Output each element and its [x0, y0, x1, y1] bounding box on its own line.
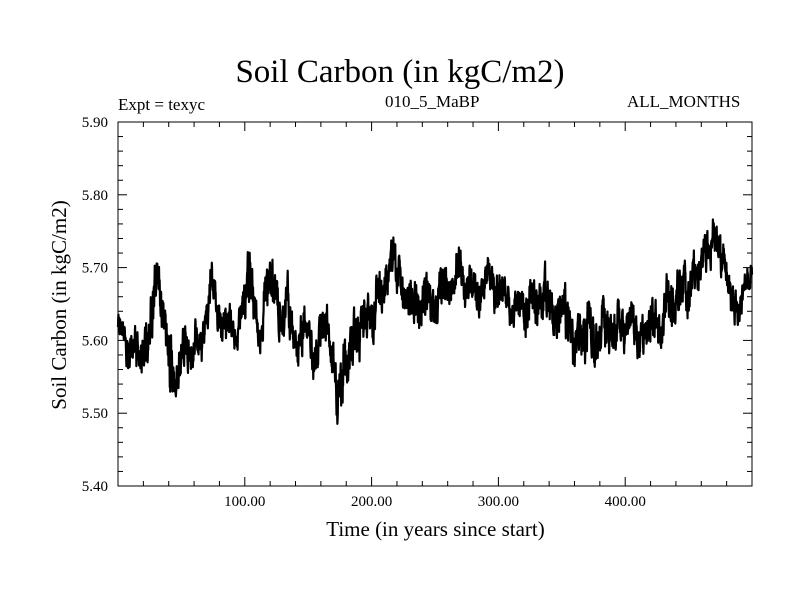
x-axis-label: Time (in years since start): [326, 517, 545, 541]
y-tick-label: 5.70: [82, 261, 108, 277]
y-tick-label: 5.50: [82, 406, 108, 422]
y-axis-label: Soil Carbon (in kgC/m2): [47, 200, 71, 410]
data-series-line-0: [116, 218, 754, 425]
x-tick-label: 400.00: [605, 494, 646, 510]
x-tick-label: 100.00: [224, 494, 265, 510]
y-tick-label: 5.90: [82, 115, 108, 131]
experiment-label: Expt = texyc: [118, 95, 206, 114]
y-tick-label: 5.80: [82, 188, 108, 204]
y-tick-label: 5.60: [82, 333, 108, 349]
period-label: 010_5_MaBP: [385, 92, 480, 111]
x-tick-label: 300.00: [478, 494, 519, 510]
x-tick-label: 200.00: [351, 494, 392, 510]
months-label: ALL_MONTHS: [627, 92, 741, 111]
chart-title: Soil Carbon (in kgC/m2): [235, 54, 565, 90]
plot-frame: [117, 121, 753, 487]
y-tick-label: 5.40: [82, 479, 108, 495]
